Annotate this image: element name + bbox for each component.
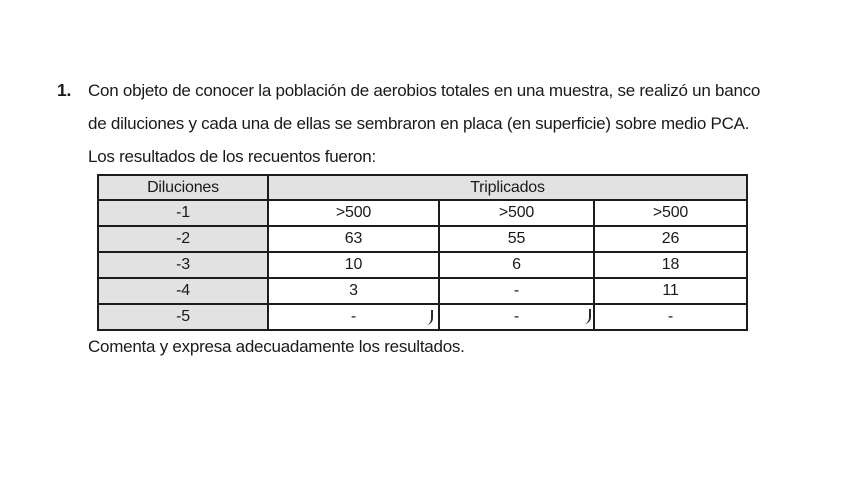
question-text: Con objeto de conocer la población de ae…	[88, 74, 760, 173]
scan-artifact	[426, 310, 433, 325]
table-row: -3 10 6 18	[97, 251, 748, 279]
count-value: >500	[593, 199, 748, 227]
column-header-triplicados: Triplicados	[267, 174, 748, 201]
count-value: 18	[593, 251, 748, 279]
table-row: -2 63 55 26	[97, 225, 748, 253]
count-value: >500	[267, 199, 440, 227]
count-value: 63	[267, 225, 440, 253]
table-row: -1 >500 >500 >500	[97, 199, 748, 227]
count-value: 11	[593, 277, 748, 305]
table-row: -4 3 - 11	[97, 277, 748, 305]
dilution-label: -1	[97, 199, 269, 227]
count-value: 55	[438, 225, 595, 253]
count-value: 3	[267, 277, 440, 305]
dilution-label: -5	[97, 303, 269, 331]
dilution-label: -2	[97, 225, 269, 253]
scan-artifact	[584, 309, 591, 324]
count-value: >500	[438, 199, 595, 227]
column-header-diluciones: Diluciones	[97, 174, 269, 201]
question-line-1: Con objeto de conocer la población de ae…	[88, 81, 761, 100]
question-line-3: Los resultados de los recuentos fueron:	[88, 147, 376, 166]
question-line-2: de diluciones y cada una de ellas se sem…	[88, 114, 750, 133]
table-header-row: Diluciones Triplicados	[97, 174, 748, 201]
results-table-container: Diluciones Triplicados -1 >500 >500 >500…	[97, 174, 748, 331]
dilution-label: -4	[97, 277, 269, 305]
count-value: -	[438, 277, 595, 305]
count-value: -	[438, 303, 595, 331]
count-value: 6	[438, 251, 595, 279]
question-number: 1.	[57, 80, 72, 100]
dilutions-table: Diluciones Triplicados -1 >500 >500 >500…	[97, 174, 748, 331]
dilution-label: -3	[97, 251, 269, 279]
count-value: 26	[593, 225, 748, 253]
question-block: 1. Con objeto de conocer la población de…	[57, 74, 760, 173]
closing-instruction: Comenta y expresa adecuadamente los resu…	[88, 337, 465, 356]
count-value: -	[267, 303, 440, 331]
count-value: -	[593, 303, 748, 331]
table-row: -5 - - -	[97, 303, 748, 331]
count-value: 10	[267, 251, 440, 279]
